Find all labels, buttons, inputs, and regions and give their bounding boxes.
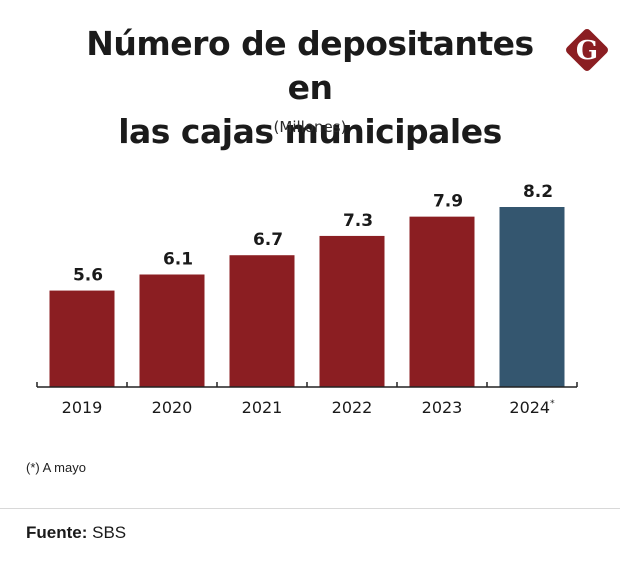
chart-title: Número de depositantes en las cajas muni… bbox=[60, 22, 560, 154]
bar-2023 bbox=[409, 216, 475, 387]
data-label: 6.7 bbox=[253, 230, 283, 250]
footer-divider bbox=[0, 508, 620, 509]
data-label: 5.6 bbox=[73, 266, 103, 286]
x-tick-label: 2020 bbox=[152, 398, 193, 417]
x-tick-label: 2019 bbox=[62, 398, 103, 417]
x-tick-label: 2024* bbox=[509, 398, 555, 417]
chart-title-line-1: Número de depositantes en bbox=[86, 24, 534, 107]
bar-2020 bbox=[139, 274, 205, 387]
bar-2021 bbox=[229, 255, 295, 387]
bar-2024 bbox=[499, 207, 565, 387]
bar-2019 bbox=[49, 290, 115, 387]
chart-subtitle: (Millones) bbox=[273, 118, 347, 136]
source-value: SBS bbox=[92, 523, 127, 542]
data-label: 6.1 bbox=[163, 250, 193, 270]
source-label: Fuente: bbox=[26, 523, 88, 542]
data-label: 7.9 bbox=[433, 192, 463, 212]
x-tick-label: 2023 bbox=[422, 398, 463, 417]
bar-chart: 5.6 2019 6.1 2020 6.7 2021 7.3 2022 7.9 2023 8.2 20… bbox=[36, 182, 578, 417]
gestion-logo-icon: G bbox=[566, 29, 608, 71]
logo-diamond bbox=[566, 29, 608, 71]
x-tick-label: 2021 bbox=[242, 398, 283, 417]
data-label: 7.3 bbox=[343, 211, 373, 231]
source-line: Fuente: SBS bbox=[26, 523, 126, 543]
bar-2022 bbox=[319, 235, 385, 387]
logo-letter: G bbox=[576, 36, 598, 66]
x-tick-label: 2022 bbox=[332, 398, 373, 417]
footnote: (*) A mayo bbox=[26, 460, 86, 475]
data-label: 8.2 bbox=[523, 182, 553, 202]
chart-title-line-2: las cajas municipales bbox=[118, 112, 502, 151]
